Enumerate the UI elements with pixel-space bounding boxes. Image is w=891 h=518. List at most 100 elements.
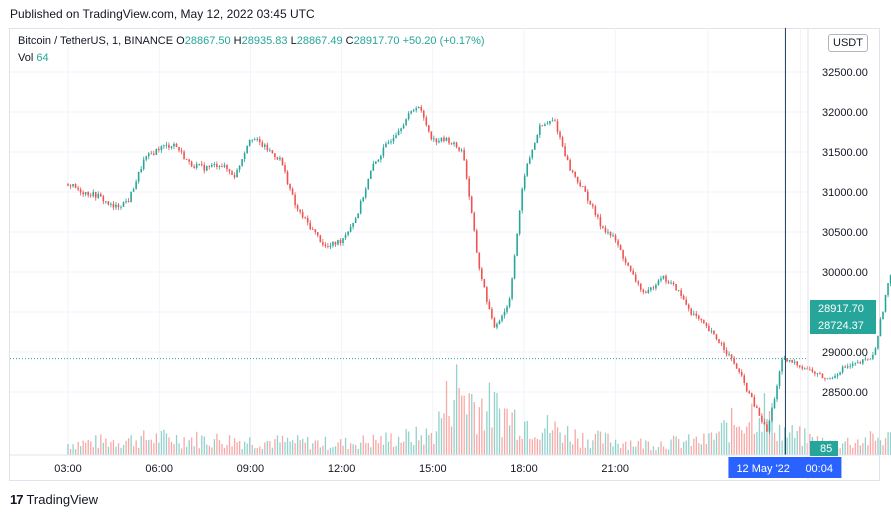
- volume-bar: [415, 426, 417, 455]
- candle-body: [281, 157, 284, 166]
- volume-bar: [72, 444, 74, 455]
- candle-body: [412, 110, 415, 112]
- candle-body: [710, 330, 713, 332]
- candle-body: [120, 206, 122, 208]
- high-value: 28935.83: [241, 35, 288, 47]
- volume-bar: [266, 440, 269, 455]
- currency-button[interactable]: USDT: [828, 34, 868, 52]
- volume-bar: [743, 433, 745, 455]
- volume-bar: [670, 439, 672, 455]
- volume-bar: [536, 438, 539, 455]
- candle-body: [233, 174, 236, 178]
- candle-body: [516, 233, 518, 256]
- volume-bar: [592, 440, 594, 455]
- candle-body: [405, 119, 407, 126]
- candle-body: [513, 255, 516, 279]
- volume-bar: [402, 441, 405, 455]
- candle-body: [213, 163, 216, 165]
- footer-brand[interactable]: 17 TradingView: [10, 492, 98, 507]
- candle-body: [554, 120, 556, 122]
- candle-body: [72, 184, 74, 187]
- candle-body: [677, 290, 680, 292]
- candle-body: [236, 169, 238, 178]
- volume-bar: [889, 432, 891, 455]
- candle-body: [481, 268, 483, 280]
- volume-bar: [274, 439, 276, 455]
- volume-bar: [847, 437, 849, 455]
- volume-bar: [531, 439, 533, 455]
- candle-body: [531, 149, 534, 158]
- volume-bar: [642, 448, 644, 455]
- volume-bar: [438, 411, 440, 455]
- volume-bar: [138, 447, 140, 455]
- volume-bar: [302, 438, 304, 455]
- candle-body: [705, 323, 708, 326]
- candle-body: [77, 187, 79, 190]
- candle-body: [468, 178, 470, 197]
- candle-body: [763, 421, 766, 425]
- candle-body: [125, 201, 127, 202]
- volume-bar: [67, 443, 69, 455]
- volume-bar: [289, 441, 291, 455]
- candle-body: [854, 363, 857, 365]
- candle-body: [566, 156, 569, 160]
- candle-body: [430, 131, 433, 140]
- candle-body: [627, 262, 629, 266]
- volume-bar: [130, 435, 132, 455]
- candle-body: [599, 216, 602, 227]
- volume-bar: [695, 436, 697, 455]
- volume-bar: [163, 429, 165, 455]
- candle-body: [496, 323, 498, 328]
- volume-bar: [148, 439, 150, 455]
- candle-body: [122, 201, 125, 207]
- candle-body: [248, 140, 251, 146]
- candle-body: [829, 378, 831, 380]
- volume-bar: [524, 421, 526, 455]
- volume-bar: [650, 450, 652, 455]
- candle-body: [258, 138, 261, 143]
- volume-bar: [95, 435, 97, 455]
- candle-body: [518, 210, 521, 234]
- time-tick-label: 09:00: [237, 463, 265, 475]
- volume-tag: 85: [820, 443, 832, 455]
- candle-body: [776, 385, 778, 400]
- candle-body: [294, 194, 296, 206]
- volume-bar: [107, 446, 110, 455]
- candle-body: [84, 192, 87, 195]
- volume-bar: [718, 431, 720, 455]
- volume-bar: [382, 444, 385, 455]
- candle-body: [735, 363, 738, 369]
- candle-body: [332, 241, 334, 246]
- volume-bar: [448, 415, 450, 455]
- candle-body: [781, 359, 783, 372]
- volume-bar: [683, 441, 685, 455]
- candle-body: [571, 170, 574, 173]
- volume-bar: [698, 443, 700, 455]
- brand-name: TradingView: [26, 492, 99, 507]
- volume-bar: [420, 435, 422, 455]
- candle-body: [309, 222, 312, 230]
- volume-bar: [165, 433, 168, 455]
- volume-bar: [566, 426, 569, 455]
- candle-body: [160, 146, 163, 151]
- volume-bar: [357, 448, 359, 455]
- volume-bar: [117, 443, 120, 455]
- candle-body: [180, 150, 183, 152]
- candle-body: [319, 235, 322, 243]
- candle-body: [655, 284, 657, 289]
- volume-bar: [556, 427, 559, 455]
- candle-body: [856, 362, 859, 364]
- candle-body: [211, 164, 213, 167]
- candle-body: [609, 231, 612, 236]
- volume-bar: [135, 440, 137, 455]
- candle-body: [811, 369, 814, 372]
- price-tick-label: 28500.00: [822, 387, 868, 399]
- volume-bar: [241, 449, 243, 455]
- volume-bar: [660, 441, 662, 455]
- volume-bar: [85, 442, 87, 455]
- candle-body: [367, 178, 370, 189]
- volume-bar: [173, 444, 175, 455]
- volume-bar: [127, 438, 130, 455]
- volume-bar: [725, 422, 728, 455]
